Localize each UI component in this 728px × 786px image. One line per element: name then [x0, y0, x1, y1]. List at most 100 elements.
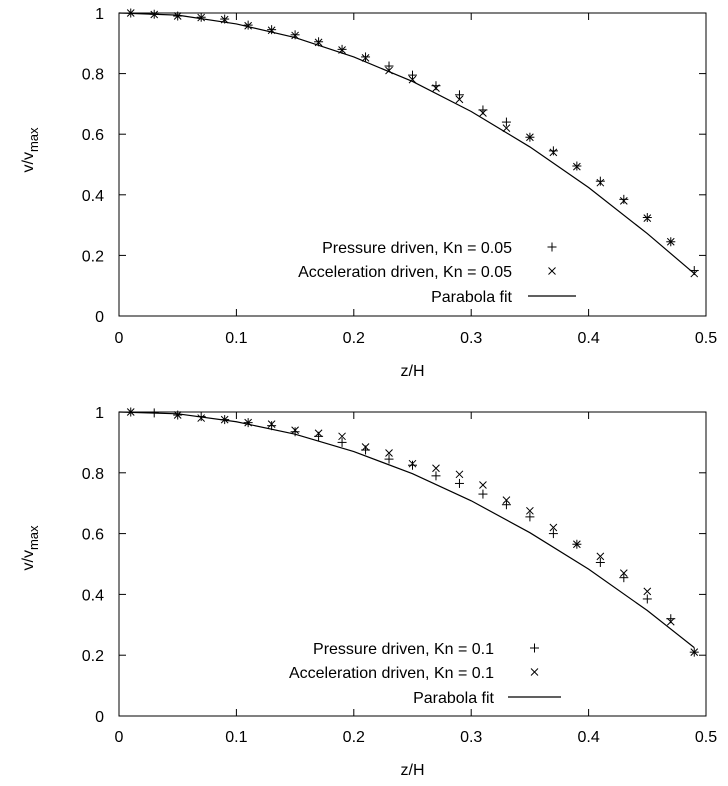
data-point-cross	[314, 429, 323, 438]
data-point-cross	[643, 214, 652, 222]
x-tick-label: 0.5	[695, 330, 717, 347]
fit-line	[118, 411, 695, 649]
plot-frame	[118, 12, 707, 317]
y-axis-label: v/vmax	[20, 127, 41, 173]
data-point-cross	[549, 523, 558, 532]
data-point-plus	[454, 478, 464, 488]
data-point-cross	[197, 13, 206, 22]
data-point-cross	[666, 237, 675, 246]
data-point-cross	[197, 414, 206, 422]
x-tick-label: 0.1	[225, 330, 247, 347]
data-point-cross	[291, 426, 299, 435]
data-point-plus	[501, 500, 511, 510]
y-axis-label-subscript: max	[26, 127, 41, 152]
data-point-cross	[408, 75, 417, 84]
data-point-cross	[573, 540, 581, 549]
y-tick-label: 0.6	[82, 527, 104, 544]
data-point-cross	[619, 197, 628, 205]
data-point-plus	[548, 529, 558, 539]
data-point-cross	[573, 162, 581, 171]
legend-label: Parabola fit	[431, 289, 512, 306]
data-point-cross	[690, 648, 699, 657]
y-tick-label: 0.6	[82, 127, 104, 144]
y-axis-label-main: v/v	[20, 152, 37, 172]
chart-panel-2: 0 0.1 0.2 0.3 0.4 0.5 0 0.2 0.4 0.6 0.8 1 z/H v/vmax P…	[20, 405, 717, 779]
y-tick-label: 0	[95, 709, 104, 726]
fit-line	[118, 12, 695, 275]
data-point-plus	[384, 454, 394, 464]
series-2	[126, 9, 699, 278]
data-point-plus	[619, 194, 629, 204]
data-point-cross	[479, 109, 487, 117]
data-point-plus	[595, 176, 605, 186]
legend-sample	[548, 267, 556, 275]
legend-label: Acceleration driven, Kn = 0.05	[298, 264, 512, 281]
y-tick-label: 0.2	[82, 248, 104, 265]
y-tick-label: 0.4	[82, 188, 104, 205]
data-point-cross	[408, 459, 417, 468]
x-tick-label: 0.3	[460, 330, 482, 347]
data-point-cross	[502, 496, 511, 505]
plot-frame	[118, 411, 707, 717]
data-point-plus	[478, 489, 488, 499]
data-point-plus	[431, 81, 441, 91]
data-point-plus	[530, 643, 539, 653]
legend-sample	[530, 668, 539, 676]
y-tick-label: 1	[95, 405, 104, 422]
y-axis-label-main: v/v	[20, 550, 37, 570]
series-2	[126, 408, 699, 657]
data-point-plus	[408, 460, 417, 470]
series-3	[118, 12, 695, 275]
data-point-cross	[385, 449, 393, 457]
legend-sample	[547, 242, 557, 252]
data-point-cross	[643, 587, 652, 596]
data-point-plus	[525, 512, 535, 522]
x-tick-label: 0.5	[695, 729, 717, 746]
series-1	[126, 8, 699, 276]
x-axis-label: z/H	[401, 762, 425, 779]
data-point-cross	[267, 420, 276, 429]
data-point-plus	[337, 437, 347, 447]
data-point-cross	[526, 133, 534, 142]
legend-label: Pressure driven, Kn = 0.05	[322, 240, 512, 257]
y-axis-label-subscript: max	[26, 525, 41, 550]
y-tick-label: 0.8	[82, 466, 104, 483]
data-point-cross	[244, 21, 252, 30]
x-tick-label: 0.4	[577, 330, 599, 347]
x-tick-label: 0.2	[343, 330, 365, 347]
data-point-cross	[173, 411, 182, 419]
data-point-plus	[501, 117, 511, 127]
x-tick-label: 0.4	[577, 729, 599, 746]
data-point-cross	[502, 124, 511, 132]
data-point-cross	[173, 12, 182, 20]
y-tick-label: 0	[95, 309, 104, 326]
data-point-plus	[595, 557, 605, 567]
y-tick-label: 1	[95, 6, 104, 23]
legend-label: Pressure driven, Kn = 0.1	[313, 641, 494, 658]
data-point-plus	[361, 52, 371, 62]
data-point-plus	[454, 90, 464, 100]
data-point-cross	[432, 84, 440, 92]
data-point-cross	[530, 668, 539, 676]
x-tick-label: 0	[115, 330, 124, 347]
x-axis-label: z/H	[401, 363, 425, 380]
data-point-cross	[596, 178, 605, 187]
x-tick-label: 0.1	[225, 729, 247, 746]
data-point-cross	[455, 470, 464, 479]
series-3	[118, 411, 695, 649]
data-point-plus	[431, 471, 441, 481]
data-point-cross	[549, 148, 558, 157]
data-point-cross	[361, 53, 370, 62]
y-axis-label: v/vmax	[20, 525, 41, 571]
y-tick-label: 0.8	[82, 67, 104, 84]
data-point-plus	[548, 146, 558, 156]
data-point-plus	[384, 61, 394, 71]
legend-sample	[530, 643, 539, 653]
data-point-plus	[642, 594, 652, 604]
data-point-cross	[479, 481, 487, 489]
data-point-cross	[596, 552, 605, 561]
data-point-plus	[619, 573, 629, 583]
y-tick-label: 0.4	[82, 587, 104, 604]
